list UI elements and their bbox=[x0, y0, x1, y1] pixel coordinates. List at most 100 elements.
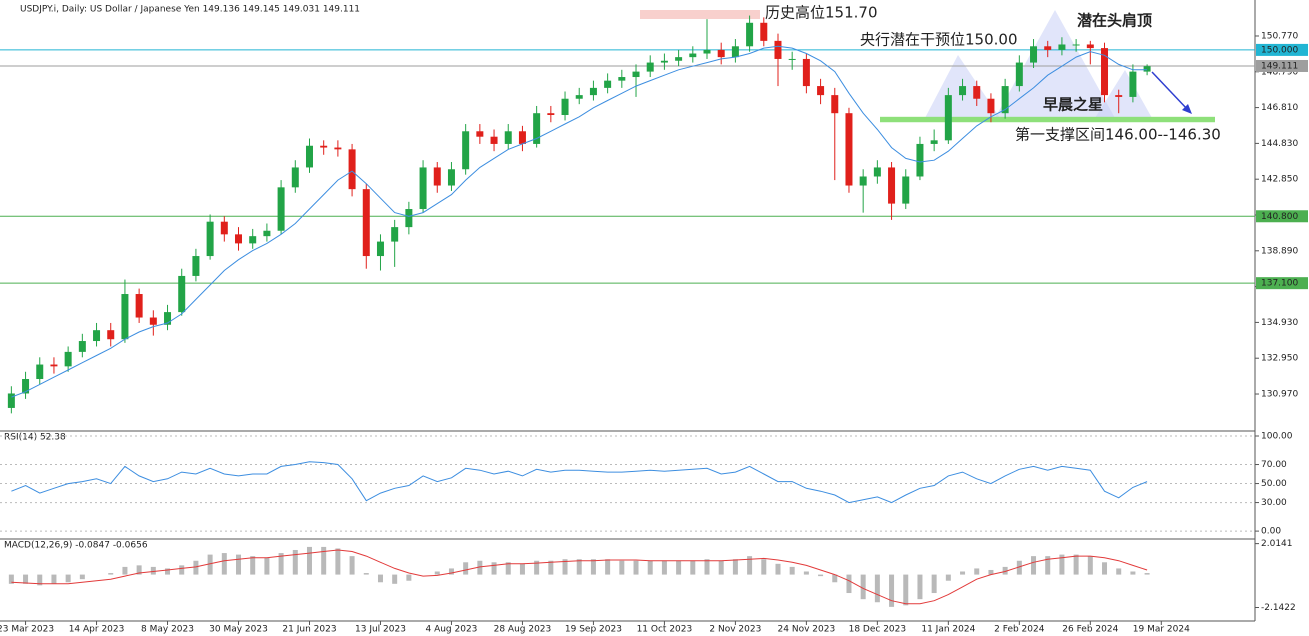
macd-bar bbox=[633, 560, 639, 575]
head bbox=[995, 10, 1115, 118]
macd-bar bbox=[406, 574, 412, 581]
macd-bar bbox=[491, 562, 497, 575]
macd-bar bbox=[562, 559, 568, 575]
macd-bar bbox=[264, 557, 270, 575]
macd-bar bbox=[321, 546, 327, 575]
candle-body bbox=[305, 145, 313, 168]
candle-body bbox=[760, 22, 768, 41]
candle-body bbox=[774, 40, 782, 59]
macd-bar bbox=[434, 571, 440, 575]
macd-bar bbox=[292, 549, 298, 575]
macd-bar bbox=[37, 574, 43, 586]
y-tick-label: 150.770 bbox=[1261, 31, 1298, 41]
candle-body bbox=[746, 22, 754, 47]
macd-bar bbox=[136, 565, 142, 575]
candle-body bbox=[504, 131, 512, 144]
macd-bar bbox=[193, 560, 199, 575]
macd-bar bbox=[1045, 556, 1051, 575]
macd-bar bbox=[8, 574, 14, 584]
macd-bar bbox=[704, 559, 710, 575]
macd-bar bbox=[775, 563, 781, 575]
candle-body bbox=[220, 221, 228, 235]
candle-body bbox=[447, 169, 455, 186]
macd-bar bbox=[803, 571, 809, 575]
macd-bar bbox=[1031, 556, 1037, 575]
macd-bar bbox=[903, 574, 909, 606]
candle-body bbox=[660, 60, 668, 63]
candle-body bbox=[376, 241, 384, 257]
macd-bar bbox=[960, 571, 966, 575]
macd-bar bbox=[122, 566, 128, 575]
candle-body bbox=[703, 49, 711, 54]
level-label-box bbox=[1256, 43, 1308, 56]
candle-body bbox=[675, 57, 683, 61]
macd-bar bbox=[1087, 556, 1093, 575]
macd-bar bbox=[747, 556, 753, 575]
macd-bar bbox=[477, 560, 483, 575]
macd-bar bbox=[65, 574, 71, 583]
macd-bar bbox=[1102, 562, 1108, 575]
macd-bar bbox=[832, 574, 838, 583]
candle-body bbox=[873, 167, 881, 177]
macd-bar bbox=[534, 560, 540, 575]
level-label: 149.111 bbox=[1261, 61, 1298, 71]
macd-bar bbox=[718, 560, 724, 575]
macd-bar bbox=[576, 559, 582, 575]
candle-body bbox=[277, 187, 285, 231]
macd-bar bbox=[236, 554, 242, 575]
candle-body bbox=[320, 145, 328, 148]
macd-bar bbox=[179, 565, 185, 575]
candle-body bbox=[817, 86, 825, 96]
x-tick-label: 24 Nov 2023 bbox=[778, 625, 836, 635]
candle-body bbox=[476, 131, 484, 137]
macd-bar bbox=[150, 566, 156, 575]
candle-body bbox=[888, 167, 896, 204]
level-label: 140.800 bbox=[1261, 212, 1298, 222]
y-tick-label: -2.1422 bbox=[1261, 603, 1296, 613]
x-tick-label: 23 Mar 2023 bbox=[0, 625, 54, 635]
macd-bar bbox=[676, 560, 682, 575]
candle-body bbox=[78, 341, 86, 352]
macd-bar bbox=[889, 574, 895, 607]
candle-body bbox=[533, 113, 541, 144]
candle-body bbox=[107, 330, 115, 340]
candle-body bbox=[859, 176, 867, 186]
x-tick-label: 8 May 2023 bbox=[141, 625, 194, 635]
candle-body bbox=[50, 364, 58, 367]
y-tick-label: 2.0141 bbox=[1261, 539, 1293, 549]
candle-body bbox=[178, 275, 186, 313]
y-tick-label: 50.00 bbox=[1261, 479, 1287, 489]
y-tick-label: 144.830 bbox=[1261, 139, 1298, 149]
candle-body bbox=[462, 131, 470, 170]
x-tick-label: 18 Dec 2023 bbox=[849, 625, 907, 635]
chart-title: USDJPY.i, Daily: US Dollar / Japanese Ye… bbox=[20, 5, 360, 15]
y-tick-label: 30.00 bbox=[1261, 498, 1287, 508]
candle-body bbox=[1001, 86, 1009, 114]
arrow-head bbox=[1182, 104, 1192, 114]
candle-body bbox=[419, 167, 427, 210]
x-tick-label: 11 Oct 2023 bbox=[637, 625, 693, 635]
level-label-box bbox=[1256, 59, 1308, 72]
annotation: 央行潜在干预位150.00 bbox=[860, 31, 1018, 49]
rsi-line bbox=[11, 461, 1148, 504]
candle-body bbox=[902, 176, 910, 204]
macd-bar bbox=[945, 574, 951, 581]
candle-body bbox=[561, 98, 569, 116]
candle-body bbox=[604, 80, 612, 88]
candle-body bbox=[575, 95, 583, 99]
x-tick-label: 19 Mar 2024 bbox=[1133, 625, 1190, 635]
y-tick-label: 138.890 bbox=[1261, 246, 1298, 256]
macd-bar bbox=[789, 566, 795, 575]
candle-body bbox=[916, 143, 924, 177]
x-tick-label: 2 Feb 2024 bbox=[994, 625, 1045, 635]
x-tick-label: 14 Apr 2023 bbox=[69, 625, 125, 635]
macd-bar bbox=[505, 562, 511, 575]
macd-bar bbox=[1116, 568, 1122, 575]
macd-bar bbox=[221, 553, 227, 575]
macd-bar bbox=[278, 553, 284, 575]
macd-bar bbox=[335, 548, 341, 575]
macd-bar bbox=[23, 574, 29, 584]
candle-body bbox=[1115, 95, 1123, 97]
macd-bar bbox=[818, 574, 824, 577]
